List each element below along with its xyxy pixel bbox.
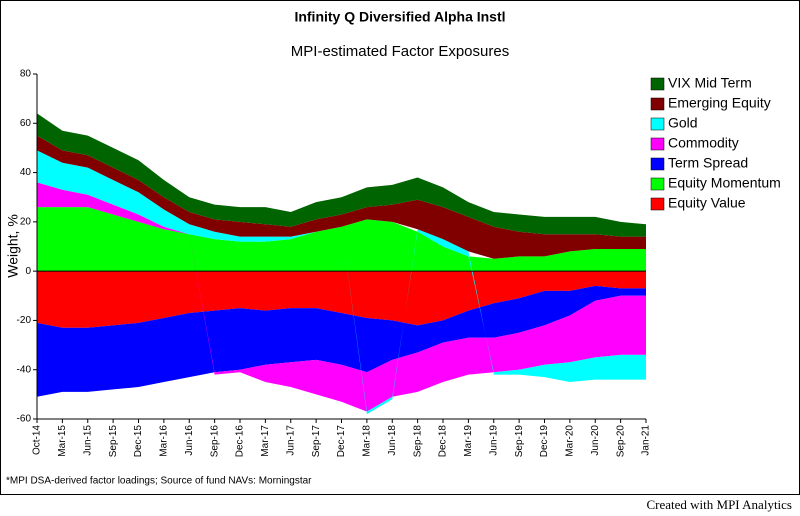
x-tick-label: Mar-15 — [57, 425, 68, 457]
x-tick-label: Jun-18 — [387, 425, 398, 456]
legend-swatch — [650, 177, 665, 191]
x-tick-label: Dec-17 — [336, 425, 347, 458]
chart-subtitle: MPI-estimated Factor Exposures — [291, 43, 509, 60]
legend-label: VIX Mid Term — [668, 75, 752, 91]
y-tick-label: -40 — [17, 364, 32, 375]
x-tick-label: Sep-19 — [514, 425, 525, 458]
legend-swatch — [650, 157, 665, 171]
x-tick-label: Oct-14 — [32, 425, 43, 455]
legend-label: Equity Value — [668, 195, 746, 211]
x-tick-label: Mar-19 — [463, 425, 474, 457]
x-tick-label: Dec-16 — [235, 425, 246, 458]
x-tick-label: Sep-18 — [412, 425, 423, 458]
x-tick-label: Jun-15 — [82, 425, 93, 456]
legend-label: Term Spread — [668, 155, 748, 171]
area — [37, 271, 646, 328]
y-tick-label: 40 — [20, 167, 32, 178]
legend-label: Gold — [668, 115, 698, 131]
x-tick-label: Sep-16 — [209, 425, 220, 458]
x-tick-label: Sep-15 — [108, 425, 119, 458]
x-tick-label: Mar-18 — [362, 425, 373, 457]
x-tick-label: Sep-20 — [615, 425, 626, 458]
credit: Created with MPI Analytics — [646, 497, 792, 512]
y-tick-label: 20 — [20, 216, 32, 227]
legend-swatch — [650, 97, 665, 111]
legend-swatch — [650, 197, 665, 211]
y-tick-label: 60 — [20, 118, 32, 129]
x-tick-label: Dec-18 — [438, 425, 449, 458]
y-tick-label: -60 — [17, 414, 32, 425]
legend-label: Commodity — [668, 135, 739, 151]
area — [37, 150, 646, 415]
x-tick-label: Sep-17 — [311, 425, 322, 458]
area — [37, 135, 646, 259]
area — [37, 113, 646, 237]
y-tick-label: 80 — [20, 69, 32, 80]
footnote: *MPI DSA-derived factor loadings; Source… — [6, 476, 312, 487]
y-tick-label: 0 — [25, 266, 31, 277]
y-axis-label: Weight, % — [5, 214, 21, 278]
area — [37, 207, 646, 272]
chart-title: Infinity Q Diversified Alpha Instl — [294, 9, 505, 25]
x-tick-label: Mar-16 — [159, 425, 170, 457]
x-tick-label: Mar-20 — [565, 425, 576, 457]
legend-swatch — [650, 137, 665, 151]
x-tick-label: Jun-19 — [488, 425, 499, 456]
x-tick-label: Jan-21 — [641, 425, 652, 456]
x-tick-label: Dec-19 — [539, 425, 550, 458]
x-tick-label: Dec-15 — [133, 425, 144, 458]
legend-label: Equity Momentum — [668, 175, 781, 191]
x-tick-label: Mar-17 — [260, 425, 271, 457]
legend-swatch — [650, 77, 665, 91]
x-tick-label: Jun-20 — [590, 425, 601, 456]
area — [37, 285, 646, 397]
area — [37, 182, 646, 412]
legend-label: Emerging Equity — [668, 95, 771, 111]
x-tick-label: Jun-17 — [285, 425, 296, 456]
y-tick-label: -20 — [17, 315, 32, 326]
legend-swatch — [650, 117, 665, 131]
x-tick-label: Jun-16 — [184, 425, 195, 456]
